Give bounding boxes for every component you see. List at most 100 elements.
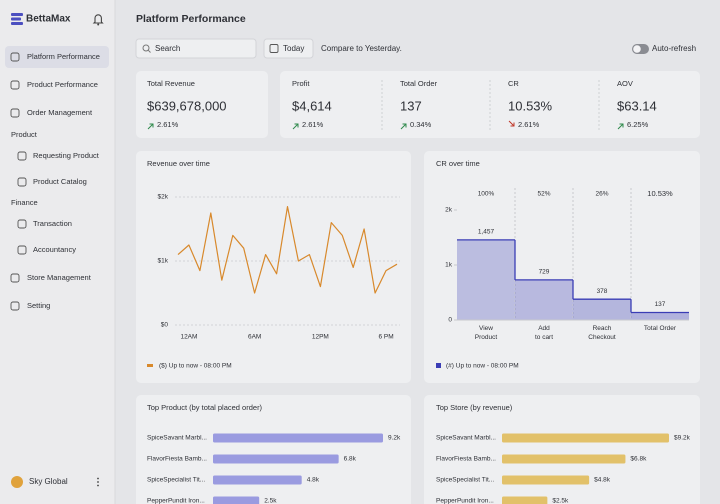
nav-item[interactable]: Product Performance xyxy=(27,80,98,89)
nav-icon xyxy=(17,245,27,255)
toggle-knob xyxy=(633,45,641,53)
kpi-value: 137 xyxy=(400,98,422,113)
kpi-label: Total Revenue xyxy=(147,79,195,88)
chart-card xyxy=(136,395,411,504)
x-tick-label: 6AM xyxy=(248,334,261,341)
bar-category: PepperPundit Iron... xyxy=(436,498,494,504)
funnel-area xyxy=(573,299,631,320)
bell-icon[interactable] xyxy=(92,14,104,26)
bar xyxy=(502,496,548,504)
stage-rate: 52% xyxy=(537,191,550,198)
chart-title: Top Store (by revenue) xyxy=(436,403,513,412)
kpi-label: AOV xyxy=(617,79,633,88)
user-name: Sky Global xyxy=(29,477,68,486)
value-label: 4.8k xyxy=(307,477,320,484)
y-tick-label: 0 xyxy=(448,317,452,324)
chart-card xyxy=(136,151,411,383)
nav-item[interactable]: Setting xyxy=(27,301,50,310)
value-label: $4.8k xyxy=(594,477,611,484)
nav-icon xyxy=(10,52,20,62)
bar xyxy=(502,433,669,443)
value-label: 2.5k xyxy=(264,498,277,504)
bar-category: SpiceSavant Marbl... xyxy=(436,435,496,442)
value-label: $6.8k xyxy=(630,456,647,463)
nav-subitem[interactable]: Accountancy xyxy=(33,245,76,254)
kpi-change: 6.25% xyxy=(627,120,649,129)
kpi-label: Profit xyxy=(292,79,310,88)
search-placeholder: Search xyxy=(155,44,180,53)
chart-card xyxy=(424,395,700,504)
avatar xyxy=(11,476,23,488)
value-label: 378 xyxy=(597,288,608,295)
nav-subitem[interactable]: Product Catalog xyxy=(33,177,87,186)
kpi-label: CR xyxy=(508,79,519,88)
nav-subitem[interactable]: Transaction xyxy=(33,219,72,228)
bar-category: SpiceSpecialist Tit... xyxy=(147,477,205,484)
bar xyxy=(213,475,302,485)
kpi-value: $63.14 xyxy=(617,98,657,113)
chart-title: Revenue over time xyxy=(147,159,210,168)
nav-item[interactable]: Order Management xyxy=(27,108,93,117)
date-button-label: Today xyxy=(283,44,304,53)
bar xyxy=(213,454,339,464)
kpi-label: Total Order xyxy=(400,79,438,88)
x-tick-label: 12AM xyxy=(180,334,197,341)
page-title: Platform Performance xyxy=(136,13,246,25)
bar-category: SpiceSpecialist Tit... xyxy=(436,477,494,484)
date-button[interactable] xyxy=(263,38,314,59)
nav-icon xyxy=(17,151,27,161)
bar-category: PepperPundit Iron... xyxy=(147,498,205,504)
stage-rate: 100% xyxy=(478,191,495,198)
bar xyxy=(502,475,590,485)
legend-swatch xyxy=(436,363,441,368)
chart-title: Top Product (by total placed order) xyxy=(147,403,263,412)
search-icon-handle xyxy=(147,49,151,53)
kpi-change: 2.61% xyxy=(302,120,324,129)
search-icon xyxy=(142,44,150,52)
kpi-value: $4,614 xyxy=(292,98,332,113)
nav-icon xyxy=(17,177,27,187)
bar xyxy=(502,454,626,464)
chart-title: CR over time xyxy=(436,159,480,168)
stage-rate: 26% xyxy=(595,191,608,198)
legend-label: ($) Up to now - 08:00 PM xyxy=(159,363,232,370)
value-label: 6.8k xyxy=(344,456,357,463)
compare-text: Compare to Yesterday. xyxy=(321,44,402,53)
brand: BettaMax xyxy=(26,14,71,25)
bar-category: FlavorFiesta Bamb... xyxy=(436,456,496,463)
legend-swatch xyxy=(147,364,153,367)
kpi-change: 0.34% xyxy=(410,120,432,129)
nav-item[interactable]: Platform Performance xyxy=(27,52,100,61)
logo-icon xyxy=(11,13,23,25)
kpi-arrow xyxy=(292,123,299,130)
kpi-change: 2.61% xyxy=(157,120,179,129)
funnel-area xyxy=(457,239,515,320)
nav-icon xyxy=(17,219,27,229)
nav-item[interactable]: Store Management xyxy=(27,273,92,282)
kpi-value: 10.53% xyxy=(508,98,553,113)
kpi-change: 2.61% xyxy=(518,120,540,129)
legend-label: (#) Up to now - 08:00 PM xyxy=(446,363,519,370)
calendar-icon xyxy=(269,44,279,53)
x-tick-label: Total Order xyxy=(644,325,677,332)
search-box[interactable] xyxy=(135,38,257,59)
kpi-card xyxy=(136,71,268,138)
nav-subitem[interactable]: Requesting Product xyxy=(33,151,100,160)
kpi-arrow xyxy=(147,123,154,130)
x-tick-label: 12PM xyxy=(312,334,329,341)
nav-section: Finance xyxy=(11,198,38,207)
value-label: $9.2k xyxy=(674,435,691,442)
nav-section: Product xyxy=(11,130,38,139)
y-tick-label: $0 xyxy=(161,322,169,329)
nav-icon xyxy=(10,301,20,311)
bar-category: SpiceSavant Marbl... xyxy=(147,435,207,442)
funnel-area xyxy=(515,279,573,320)
value-label: $2.5k xyxy=(552,498,569,504)
x-tick-label: View Product xyxy=(475,325,498,341)
more-icon[interactable] xyxy=(97,477,99,487)
value-label: 1,457 xyxy=(478,229,495,236)
kpi-arrow xyxy=(400,123,407,130)
kpi-arrow xyxy=(617,123,624,130)
